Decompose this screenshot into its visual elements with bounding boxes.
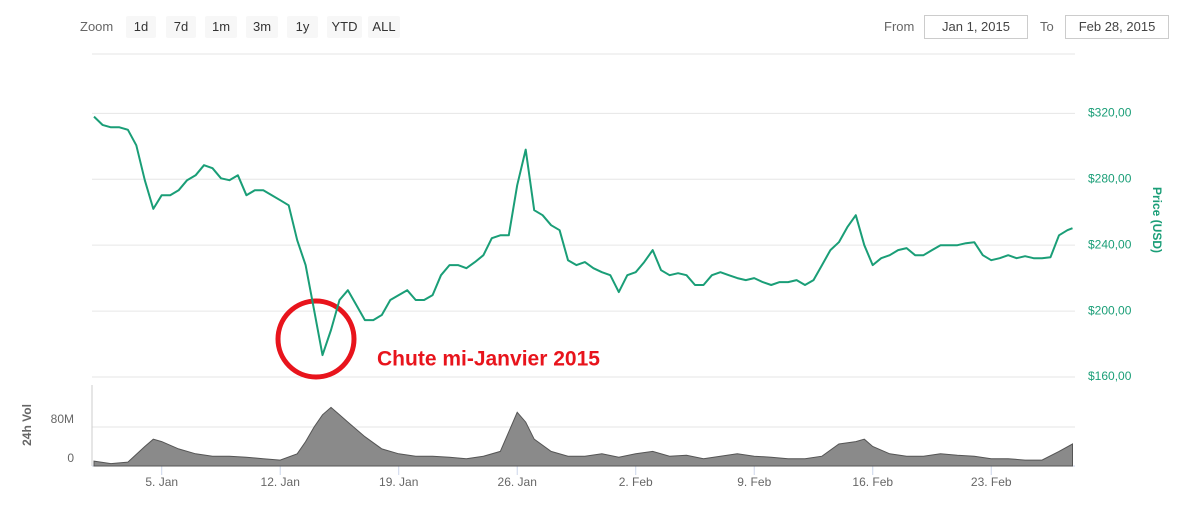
zoom-button[interactable]: ALL — [368, 16, 400, 38]
x-tick-label: 2. Feb — [619, 475, 653, 489]
zoom-label: Zoom — [80, 19, 114, 34]
zoom-button[interactable]: 1m — [205, 16, 237, 38]
x-tick-label: 16. Feb — [852, 475, 893, 489]
volume-area — [93, 406, 1073, 467]
from-input[interactable]: Jan 1, 2015 — [924, 15, 1028, 39]
x-tick-label: 9. Feb — [737, 475, 771, 489]
y-axis-title: Price (USD) — [1150, 187, 1164, 253]
x-tick-label: 12. Jan — [261, 475, 300, 489]
x-tick-label: 5. Jan — [145, 475, 178, 489]
volume-axis-title: 24h Vol — [20, 404, 34, 446]
volume-tick-label: 80M — [51, 412, 74, 426]
annotation: Chute mi-Janvier 2015 — [377, 348, 600, 371]
y-tick-label: $280,00 — [1088, 171, 1132, 185]
y-tick-label: $160,00 — [1088, 369, 1132, 383]
from-label: From — [884, 19, 915, 34]
y-tick-label: $200,00 — [1088, 303, 1132, 317]
x-tick-label: 19. Jan — [379, 475, 418, 489]
highlight-circle — [275, 298, 357, 380]
x-tick-label: 23. Feb — [971, 475, 1012, 489]
y-tick-label: $320,00 — [1088, 105, 1132, 119]
zoom-button[interactable]: YTD — [327, 16, 362, 38]
zoom-button[interactable]: 7d — [166, 16, 196, 38]
price-line — [93, 115, 1073, 357]
volume-tick-label: 0 — [67, 451, 74, 465]
to-label: To — [1040, 19, 1054, 34]
x-tick-label: 26. Jan — [498, 475, 537, 489]
y-tick-label: $240,00 — [1088, 237, 1132, 251]
zoom-button[interactable]: 1y — [287, 16, 318, 38]
zoom-button[interactable]: 3m — [246, 16, 278, 38]
to-input[interactable]: Feb 28, 2015 — [1065, 15, 1169, 39]
zoom-button[interactable]: 1d — [126, 16, 156, 38]
